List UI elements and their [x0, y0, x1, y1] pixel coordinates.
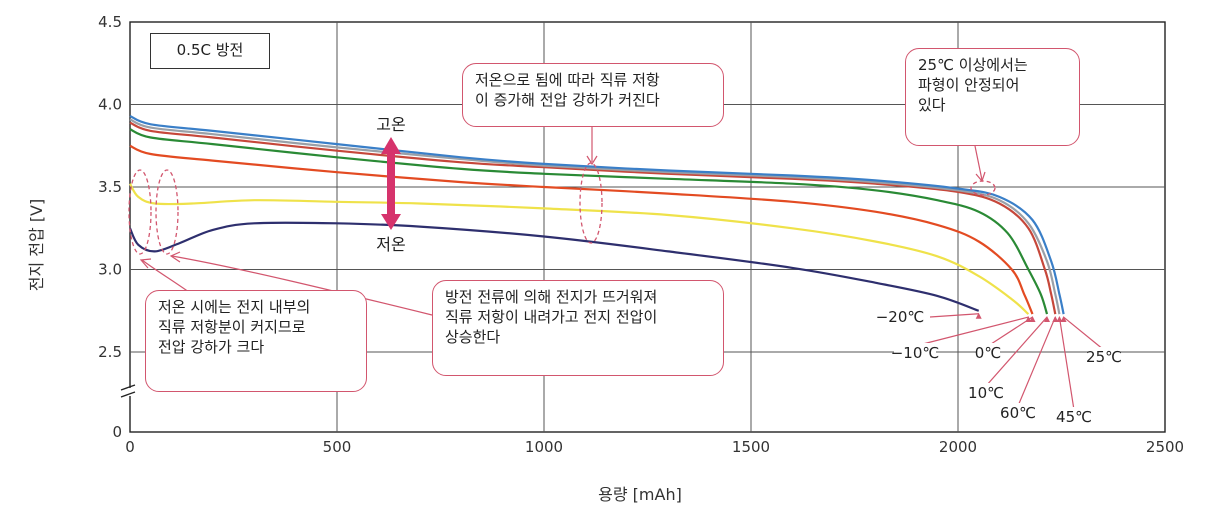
- annotation-top-right: 25℃ 이상에서는 파형이 안정되어 있다: [905, 48, 1080, 146]
- temp-leader-2: [987, 316, 1033, 347]
- y-tick-label: 4.5: [98, 13, 122, 31]
- callout-leader-right: [974, 145, 983, 181]
- x-tick-label: 2500: [1146, 438, 1184, 456]
- y-axis-label: 전지 전압 [V]: [27, 199, 46, 291]
- series-line-6: [129, 114, 1065, 315]
- temp-arrowhead-6: [1060, 316, 1067, 323]
- x-tick-label: 2000: [939, 438, 977, 456]
- temp-label-bg-0: [879, 307, 921, 327]
- arrow-high-label: 고온: [376, 115, 405, 134]
- y-tick-label: 4.0: [98, 96, 122, 114]
- temp-arrowhead-2: [1029, 316, 1036, 323]
- annotation-bottom-middle: 방전 전류에 의해 전지가 뜨거워져 직류 저항이 내려가고 전지 전압이 상승…: [432, 280, 724, 376]
- x-tick-label: 500: [323, 438, 352, 456]
- callout-ellipse-right: [970, 180, 996, 196]
- arrow-head-down: [381, 214, 401, 230]
- temp-label-4: 60℃: [1000, 404, 1036, 422]
- temp-leader-1: [914, 316, 1029, 347]
- temp-label-0: −20℃: [876, 308, 925, 326]
- x-tick-label: 1500: [732, 438, 770, 456]
- temp-label-5: 45℃: [1056, 408, 1092, 426]
- temp-arrowhead-5: [1056, 316, 1063, 323]
- axis-break-mark: [120, 384, 136, 398]
- arrow-head-up: [381, 137, 401, 154]
- temp-label-bg-1: [894, 343, 936, 363]
- axis-ticks: 0 500 1000 1500 2000 2500 0 2.5 3.0 3.5 4.0 4.5: [98, 13, 1184, 456]
- temp-label-bg-4: [1001, 403, 1035, 423]
- temp-label-2: 0℃: [975, 344, 1001, 362]
- axis-break-gap: [123, 388, 137, 396]
- callout-arrow-right: [975, 171, 986, 183]
- callout-arrow-bottom-mid: [169, 251, 181, 263]
- plot-frame: [129, 21, 1166, 433]
- temp-leader-6: [1063, 316, 1105, 351]
- x-axis-label: 용량 [mAh]: [598, 485, 682, 504]
- callout-leader-bottom-mid: [171, 255, 433, 316]
- x-tick-label: 0: [125, 438, 135, 456]
- series-line-0: [128, 221, 980, 312]
- temp-leader-5: [1058, 316, 1075, 411]
- arrow-shaft: [387, 152, 395, 216]
- series-line-5: [129, 118, 1061, 315]
- temp-label-bg-6: [1087, 347, 1121, 367]
- condition-label: 0.5C 방전: [150, 33, 270, 69]
- callout-ellipse-rise: [155, 169, 179, 255]
- arrow-low-label: 저온: [376, 235, 405, 254]
- temperature-arrow: [381, 137, 401, 230]
- temp-arrowhead-0: [975, 312, 982, 319]
- series-line-4: [129, 121, 1057, 315]
- temperature-labels: −20℃ −10℃ 0℃ 10℃ 60℃ 45℃ 25℃: [876, 307, 1122, 427]
- series-line-2: [129, 144, 1034, 315]
- y-tick-label: 3.0: [98, 261, 122, 279]
- temp-leader-4: [1017, 316, 1056, 407]
- temp-leader-3: [985, 316, 1048, 387]
- temp-label-3: 10℃: [968, 384, 1004, 402]
- callout-arrow-mid: [586, 155, 598, 166]
- series-line-3: [129, 128, 1049, 315]
- y-tick-label: 2.5: [98, 343, 122, 361]
- temp-arrowhead-4: [1052, 316, 1059, 323]
- temp-label-bg-3: [969, 383, 1003, 403]
- y-tick-label: 3.5: [98, 178, 122, 196]
- annotation-bottom-left: 저온 시에는 전지 내부의 직류 저항분이 커지므로 전압 강하가 크다: [145, 290, 367, 392]
- y-tick-label: 0: [112, 423, 122, 441]
- temp-label-bg-5: [1057, 407, 1091, 427]
- temp-leader-0: [929, 313, 979, 318]
- callout-arrow-left: [139, 258, 152, 269]
- temp-label-bg-2: [976, 343, 1000, 363]
- callout-ellipse-start: [128, 169, 152, 255]
- x-tick-label: 1000: [525, 438, 563, 456]
- temp-arrowhead-3: [1044, 316, 1051, 323]
- annotation-top-middle: 저온으로 됨에 따라 직류 저항 이 증가해 전압 강하가 커진다: [462, 63, 724, 127]
- temp-label-1: −10℃: [891, 344, 940, 362]
- temp-label-6: 25℃: [1086, 348, 1122, 366]
- series-line-1: [129, 183, 1030, 315]
- series-lines: [128, 114, 1065, 315]
